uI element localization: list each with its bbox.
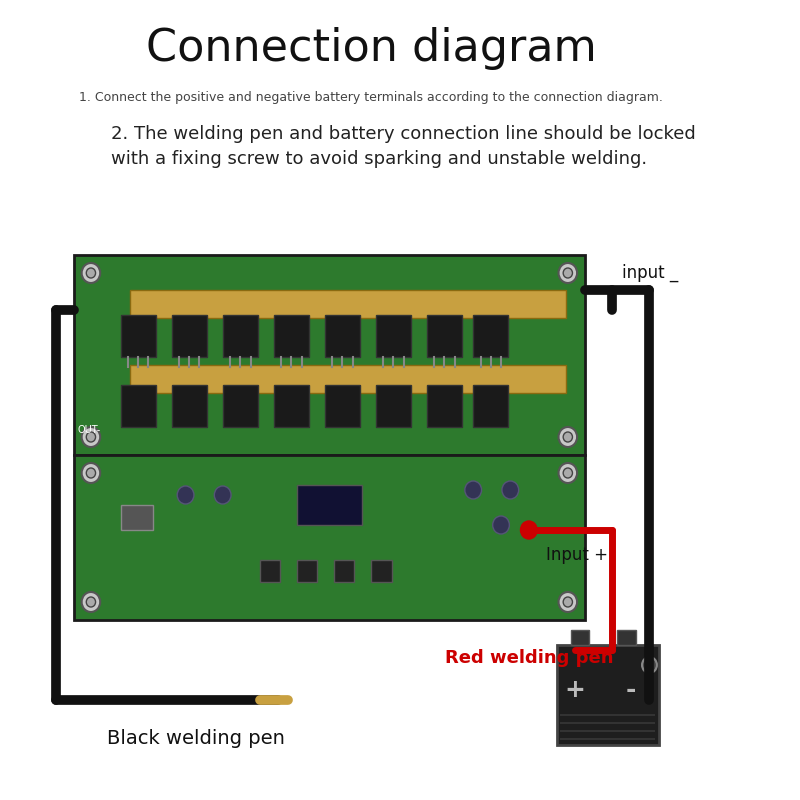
Bar (172, 385, 207, 427)
Text: Red welding pen: Red welding pen (446, 649, 614, 667)
Circle shape (642, 657, 657, 673)
Circle shape (465, 481, 482, 499)
Circle shape (558, 427, 577, 447)
Text: -: - (626, 678, 636, 702)
Circle shape (86, 268, 95, 278)
Text: Input +: Input + (546, 546, 607, 564)
Bar (297, 485, 362, 525)
Bar (121, 505, 153, 530)
Circle shape (563, 268, 573, 278)
Bar (376, 315, 411, 357)
Bar (222, 385, 258, 427)
Circle shape (563, 597, 573, 607)
Text: OUT-: OUT- (78, 425, 101, 435)
Circle shape (86, 432, 95, 442)
Circle shape (558, 463, 577, 483)
Circle shape (214, 486, 231, 504)
Text: +: + (565, 678, 586, 702)
Text: 1. Connect the positive and negative battery terminals according to the connecti: 1. Connect the positive and negative bat… (79, 91, 663, 105)
Bar (274, 385, 309, 427)
Bar (74, 255, 585, 455)
Text: Black welding pen: Black welding pen (106, 729, 285, 747)
Circle shape (178, 486, 194, 504)
Bar (371, 560, 391, 582)
Bar (617, 630, 635, 645)
Bar (325, 315, 360, 357)
Circle shape (86, 597, 95, 607)
Circle shape (558, 263, 577, 283)
Bar (130, 290, 566, 318)
Bar (557, 645, 658, 745)
Circle shape (558, 592, 577, 612)
Circle shape (521, 521, 538, 539)
Text: input _: input _ (622, 264, 678, 282)
Text: 2. The welding pen and battery connection line should be locked
with a fixing sc: 2. The welding pen and battery connectio… (111, 125, 696, 168)
Circle shape (493, 516, 510, 534)
Bar (222, 315, 258, 357)
Bar (121, 315, 156, 357)
Bar (130, 365, 566, 393)
Bar (376, 385, 411, 427)
Circle shape (563, 468, 573, 478)
Bar (325, 385, 360, 427)
Bar (121, 385, 156, 427)
Bar (297, 560, 318, 582)
Bar (260, 560, 280, 582)
Bar (334, 560, 354, 582)
Circle shape (82, 427, 100, 447)
Bar (473, 385, 509, 427)
Circle shape (82, 463, 100, 483)
Bar (172, 315, 207, 357)
Bar (426, 315, 462, 357)
Text: Connection diagram: Connection diagram (146, 26, 597, 70)
Circle shape (82, 592, 100, 612)
Bar (74, 455, 585, 620)
Circle shape (82, 263, 100, 283)
Circle shape (563, 432, 573, 442)
Circle shape (502, 481, 518, 499)
Circle shape (86, 468, 95, 478)
Bar (473, 315, 509, 357)
Bar (274, 315, 309, 357)
Bar (426, 385, 462, 427)
Bar (570, 630, 589, 645)
